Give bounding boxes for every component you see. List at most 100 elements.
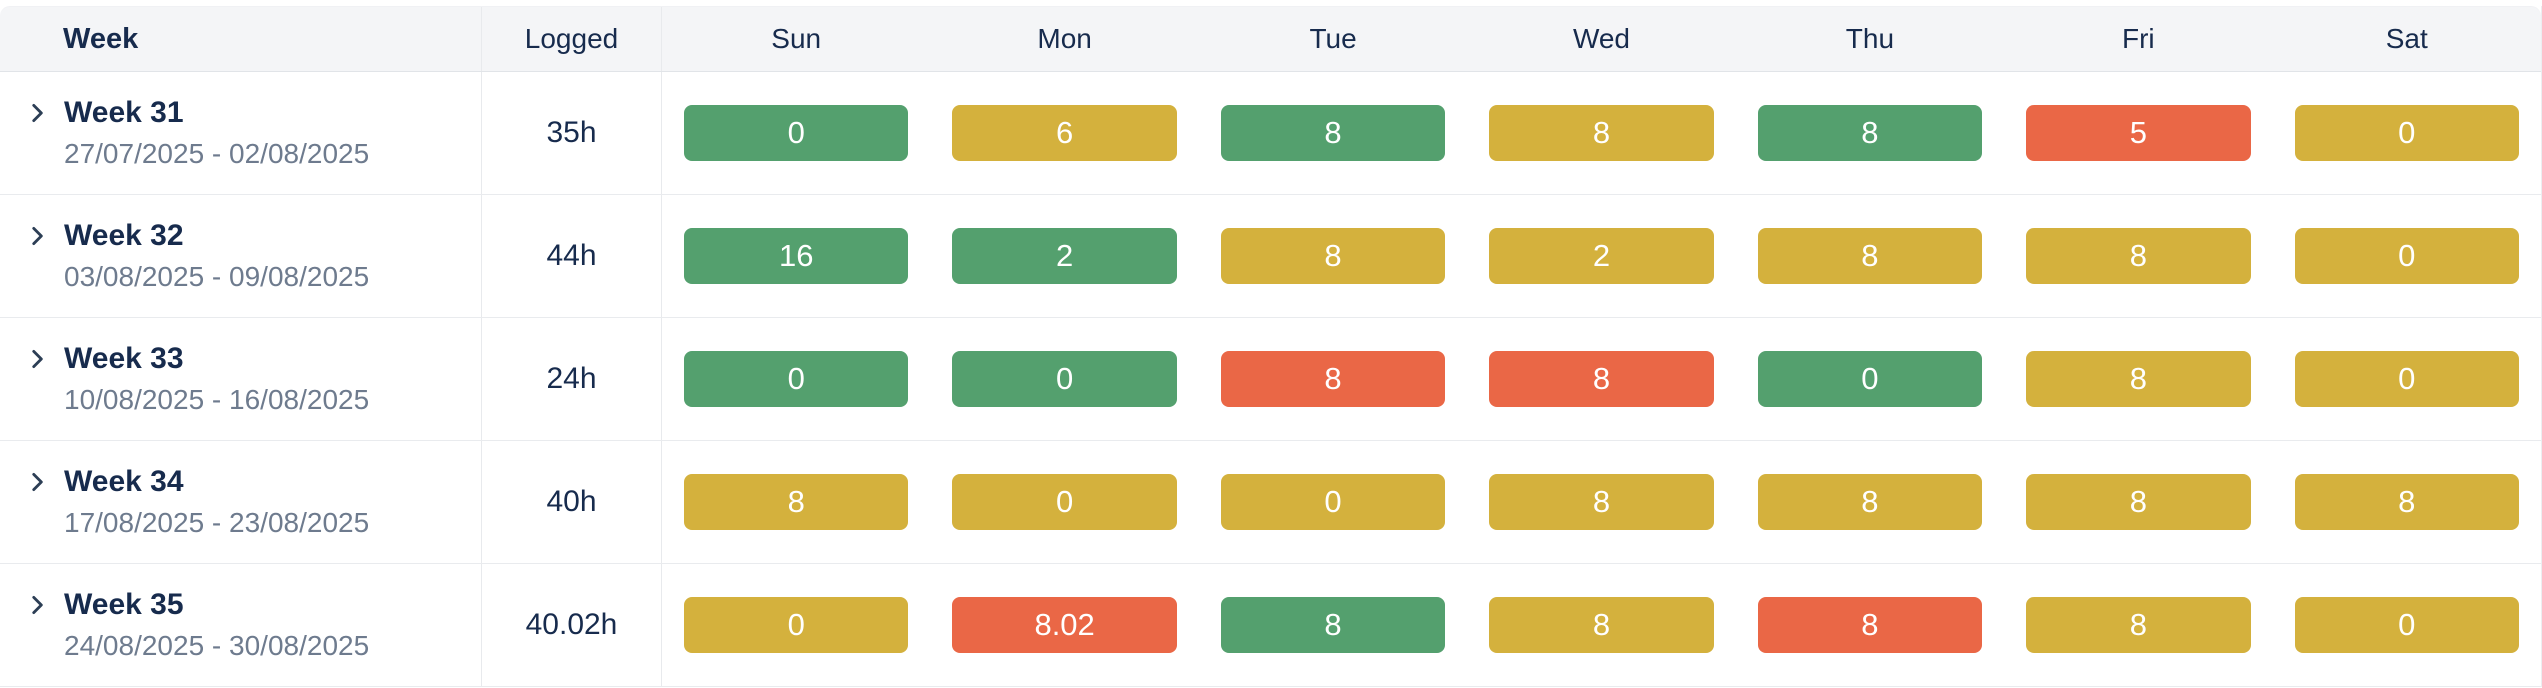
day-cell-mon: 0	[930, 318, 1198, 440]
logged-cell: 40.02h	[482, 564, 662, 686]
logged-hours: 35h	[546, 116, 597, 149]
day-cell-fri: 8	[2004, 318, 2272, 440]
column-header-week: Week	[0, 7, 482, 71]
day-cell-thu: 8	[1736, 72, 2004, 194]
day-hours-badge[interactable]: 8	[1489, 474, 1714, 530]
week-row-week-34[interactable]: Week 34 17/08/2025 - 23/08/2025 40h 8 0 0 8 8 8 8	[0, 441, 2541, 564]
column-header-mon: Mon	[1037, 23, 1092, 54]
week-title[interactable]: Week 31	[64, 96, 184, 129]
week-title[interactable]: Week 32	[64, 219, 184, 252]
day-cell-sat: 0	[2273, 318, 2541, 440]
day-hours-badge[interactable]: 0	[1220, 474, 1446, 530]
week-text-block: Week 33 10/08/2025 - 16/08/2025	[64, 341, 369, 417]
timesheet-weeks-table: Week Logged Sun Mon Tue Wed Thu Fri Sat Week 3…	[0, 6, 2542, 687]
day-hours-badge[interactable]: 8.02	[952, 597, 1177, 653]
day-cell-wed: 2	[1467, 195, 1735, 317]
logged-hours: 40.02h	[525, 608, 618, 641]
logged-cell: 44h	[482, 195, 662, 317]
day-hours-badge[interactable]: 6	[952, 105, 1177, 161]
column-header-sat: Sat	[2385, 23, 2428, 54]
day-hours-badge[interactable]: 8	[1489, 105, 1714, 161]
day-hours-badge[interactable]: 5	[2026, 105, 2251, 161]
logged-cell: 40h	[482, 441, 662, 563]
chevron-right-icon[interactable]	[24, 592, 50, 618]
day-hours-badge[interactable]: 8	[2294, 474, 2519, 530]
week-text-block: Week 32 03/08/2025 - 09/08/2025	[64, 218, 369, 294]
day-cell-thu: 8	[1736, 441, 2004, 563]
day-hours-badge[interactable]: 0	[2294, 105, 2519, 161]
day-hours-badge[interactable]: 8	[1220, 228, 1446, 284]
day-hours-badge[interactable]: 8	[1220, 597, 1446, 653]
week-title[interactable]: Week 35	[64, 588, 184, 621]
chevron-right-icon[interactable]	[24, 346, 50, 372]
day-cell-wed: 8	[1467, 72, 1735, 194]
column-header-sun: Sun	[771, 23, 822, 54]
day-hours-badge[interactable]: 0	[684, 105, 909, 161]
day-cell-fri: 8	[2004, 195, 2272, 317]
day-hours-badge[interactable]: 0	[684, 351, 909, 407]
day-cell-sun: 0	[662, 72, 930, 194]
day-hours-badge[interactable]: 8	[1489, 597, 1714, 653]
week-cell: Week 33 10/08/2025 - 16/08/2025	[0, 318, 482, 440]
day-hours-badge[interactable]: 8	[2026, 597, 2251, 653]
week-row-week-32[interactable]: Week 32 03/08/2025 - 09/08/2025 44h 16 2 8 2 8 8…	[0, 195, 2541, 318]
day-hours-badge[interactable]: 8	[2026, 474, 2251, 530]
week-row-week-31[interactable]: Week 31 27/07/2025 - 02/08/2025 35h 0 6 8 8 8 5 0	[0, 72, 2541, 195]
day-cell-wed: 8	[1467, 318, 1735, 440]
day-hours-badge[interactable]: 2	[952, 228, 1177, 284]
day-hours-badge[interactable]: 8	[2026, 351, 2251, 407]
day-hours-badge[interactable]: 8	[1757, 105, 1983, 161]
week-date-range: 24/08/2025 - 30/08/2025	[64, 630, 370, 661]
week-text-block: Week 34 17/08/2025 - 23/08/2025	[64, 464, 369, 540]
week-cell: Week 35 24/08/2025 - 30/08/2025	[0, 564, 482, 686]
week-date-range: 27/07/2025 - 02/08/2025	[64, 138, 370, 169]
week-title[interactable]: Week 34	[64, 465, 184, 498]
day-cell-fri: 8	[2004, 441, 2272, 563]
day-hours-badge[interactable]: 8	[1757, 474, 1983, 530]
day-cell-mon: 6	[930, 72, 1198, 194]
day-hours-badge[interactable]: 0	[2294, 351, 2519, 407]
logged-hours: 44h	[546, 239, 597, 272]
logged-hours: 40h	[546, 485, 597, 518]
chevron-right-icon[interactable]	[24, 100, 50, 126]
day-hours-badge[interactable]: 8	[1220, 351, 1446, 407]
day-hours-badge[interactable]: 0	[2294, 597, 2519, 653]
week-cell: Week 34 17/08/2025 - 23/08/2025	[0, 441, 482, 563]
week-row-week-35[interactable]: Week 35 24/08/2025 - 30/08/2025 40.02h 0 8.0…	[0, 564, 2541, 687]
day-cell-wed: 8	[1467, 441, 1735, 563]
day-hours-badge[interactable]: 8	[1757, 228, 1983, 284]
logged-hours: 24h	[546, 362, 597, 395]
day-cell-fri: 5	[2004, 72, 2272, 194]
day-hours-badge[interactable]: 0	[952, 474, 1177, 530]
week-row-week-33[interactable]: Week 33 10/08/2025 - 16/08/2025 24h 0 0 8 8 0 8 0	[0, 318, 2541, 441]
day-cell-sun: 0	[662, 564, 930, 686]
week-cell: Week 32 03/08/2025 - 09/08/2025	[0, 195, 482, 317]
day-cell-sun: 8	[662, 441, 930, 563]
day-column-headers: Sun Mon Tue Wed Thu Fri Sat	[662, 7, 2541, 71]
day-hours-badge[interactable]: 0	[684, 597, 909, 653]
day-hours-badge[interactable]: 0	[952, 351, 1177, 407]
chevron-right-icon[interactable]	[24, 223, 50, 249]
day-hours-badge[interactable]: 0	[1757, 351, 1983, 407]
week-date-range: 10/08/2025 - 16/08/2025	[64, 384, 370, 415]
day-hours-badge[interactable]: 8	[1220, 105, 1446, 161]
day-hours-badge[interactable]: 8	[1757, 597, 1983, 653]
day-cell-tue: 8	[1199, 195, 1467, 317]
week-title[interactable]: Week 33	[64, 342, 184, 375]
day-hours-badge[interactable]: 16	[684, 228, 909, 284]
logged-cell: 35h	[482, 72, 662, 194]
day-cell-sat: 8	[2273, 441, 2541, 563]
column-header-wed: Wed	[1572, 23, 1631, 54]
day-hours-badge[interactable]: 8	[1489, 351, 1714, 407]
week-text-block: Week 31 27/07/2025 - 02/08/2025	[64, 95, 369, 171]
column-header-logged: Logged	[482, 7, 662, 71]
day-hours-badge[interactable]: 2	[1489, 228, 1714, 284]
week-rows-container: Week 31 27/07/2025 - 02/08/2025 35h 0 6 8 8 8 5 0…	[0, 72, 2541, 687]
day-hours-badge[interactable]: 8	[2026, 228, 2251, 284]
day-hours-badge[interactable]: 0	[2294, 228, 2519, 284]
chevron-right-icon[interactable]	[24, 469, 50, 495]
day-hours-badge[interactable]: 8	[684, 474, 909, 530]
week-text-block: Week 35 24/08/2025 - 30/08/2025	[64, 587, 369, 663]
